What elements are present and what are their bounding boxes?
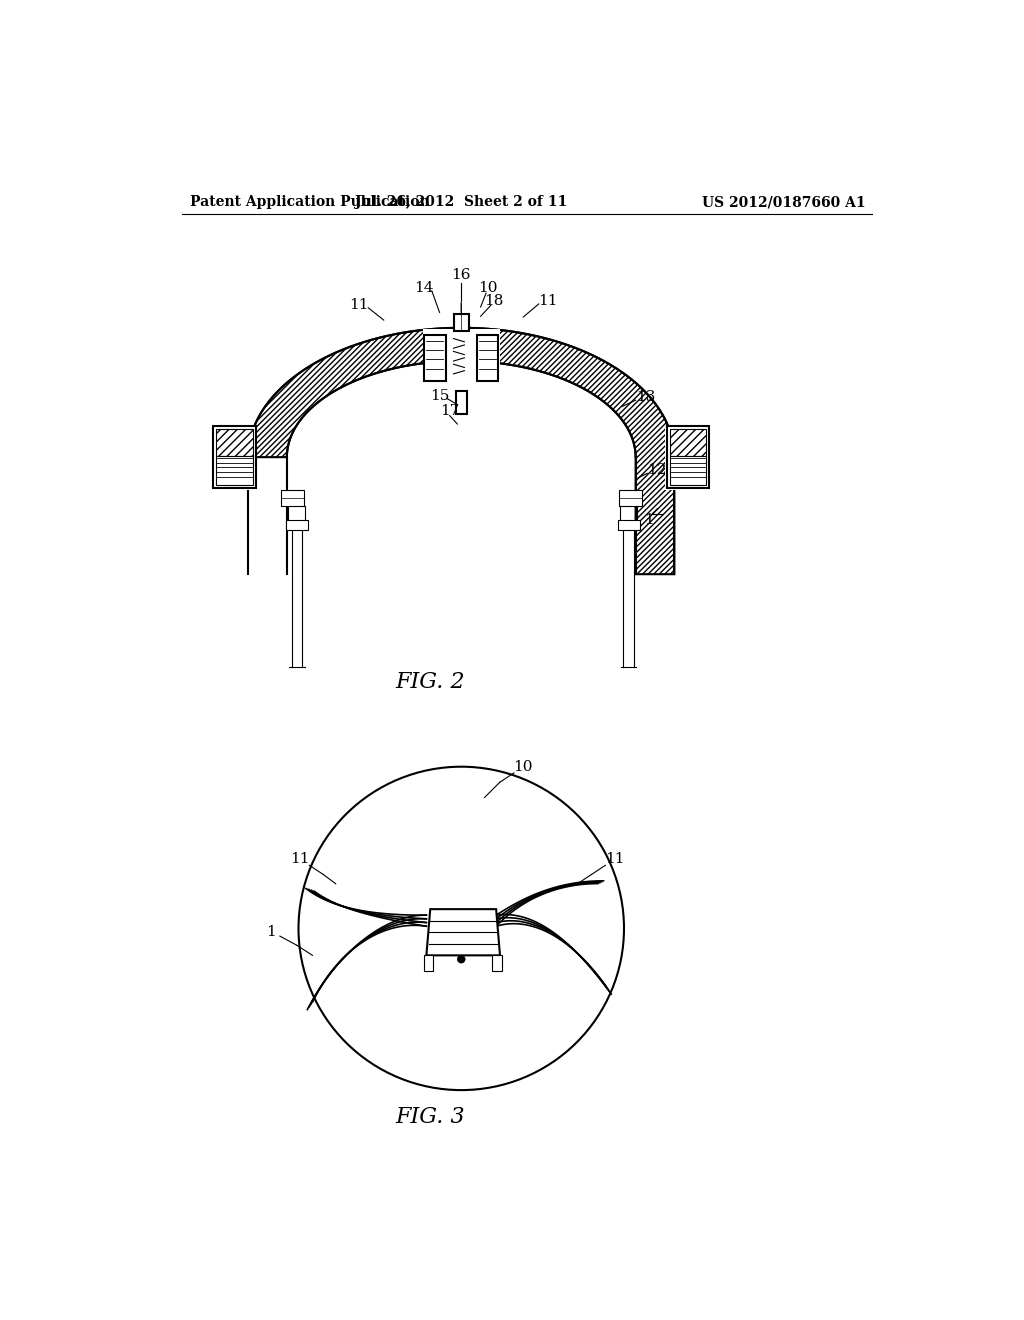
Text: Patent Application Publication: Patent Application Publication: [190, 195, 430, 210]
Circle shape: [299, 767, 624, 1090]
Text: 11: 11: [349, 298, 369, 312]
Bar: [424, 335, 445, 381]
Text: 17: 17: [440, 404, 460, 418]
Circle shape: [458, 956, 465, 964]
Text: 1: 1: [266, 925, 276, 940]
Bar: [424, 956, 433, 970]
Bar: [216, 429, 253, 457]
Text: 12: 12: [647, 463, 667, 478]
Bar: [617, 520, 640, 529]
Text: 14: 14: [415, 281, 434, 294]
Bar: [493, 956, 502, 970]
Text: Jul. 26, 2012  Sheet 2 of 11: Jul. 26, 2012 Sheet 2 of 11: [355, 195, 567, 210]
Bar: [212, 425, 257, 490]
Polygon shape: [248, 327, 675, 574]
Bar: [423, 330, 500, 392]
Bar: [213, 426, 256, 488]
Text: 1: 1: [644, 513, 653, 527]
Text: 11: 11: [539, 294, 558, 308]
Text: 16: 16: [452, 268, 471, 282]
Bar: [456, 391, 467, 414]
Bar: [618, 490, 642, 507]
Text: 11: 11: [605, 853, 625, 866]
Text: 11: 11: [290, 853, 310, 866]
Bar: [477, 335, 499, 381]
Text: 18: 18: [484, 294, 504, 308]
Text: FIG. 2: FIG. 2: [395, 671, 465, 693]
Bar: [665, 425, 711, 490]
Bar: [454, 314, 469, 331]
Bar: [667, 426, 710, 488]
Bar: [670, 455, 707, 486]
Text: US 2012/0187660 A1: US 2012/0187660 A1: [701, 195, 865, 210]
Text: 15: 15: [430, 388, 450, 403]
Bar: [216, 455, 253, 486]
Text: 10: 10: [513, 760, 534, 774]
Bar: [670, 429, 707, 457]
Bar: [286, 520, 308, 529]
Text: 10: 10: [478, 281, 498, 294]
Bar: [281, 490, 304, 507]
Text: 13: 13: [636, 391, 655, 404]
Polygon shape: [426, 909, 500, 956]
Text: FIG. 3: FIG. 3: [395, 1106, 465, 1129]
